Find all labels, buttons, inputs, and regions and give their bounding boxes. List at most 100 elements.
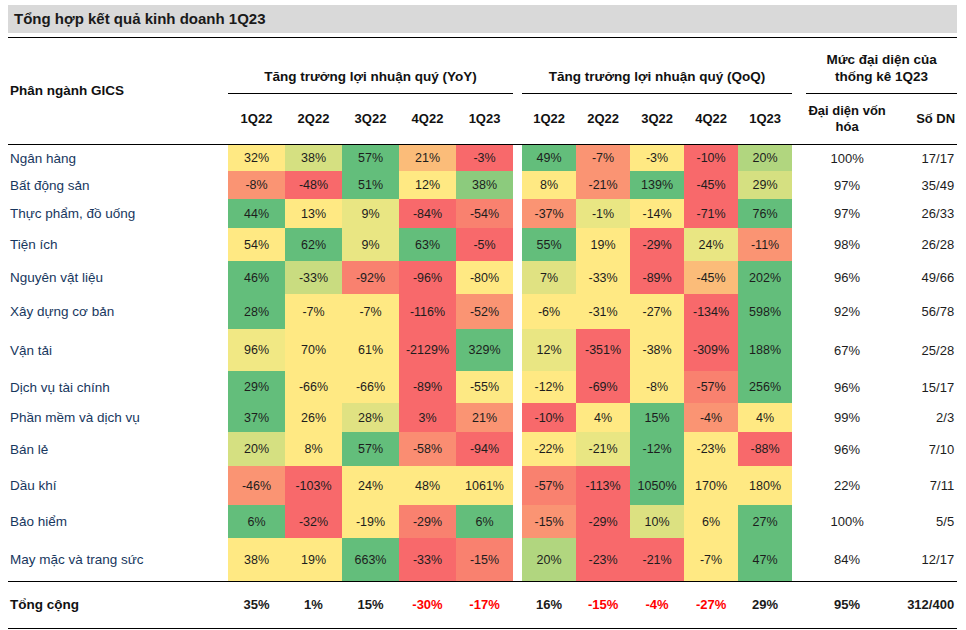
- dn-cell: 26/33: [888, 199, 957, 228]
- qoq-cell: -22%: [522, 432, 576, 466]
- total-qoq-cell: -15%: [576, 581, 630, 628]
- dn-cell: 56/78: [888, 294, 957, 329]
- yoy-cell: 46%: [228, 261, 285, 294]
- yoy-cell: 9%: [342, 228, 399, 261]
- yoy-cell: 28%: [342, 403, 399, 432]
- col-header-market-cap: Đại diện vốn hóa: [806, 93, 888, 144]
- gap-cell: [792, 199, 806, 228]
- rep-cell: 22%: [806, 466, 888, 505]
- report-page: Tổng hợp kết quả kinh doanh 1Q23 Phân ng…: [0, 0, 966, 630]
- group-header-row: Phân ngành GICS Tăng trưởng lợi nhuận qu…: [8, 38, 957, 93]
- gap-cell: [792, 505, 806, 538]
- qoq-cell: 180%: [738, 466, 792, 505]
- rep-cell: 96%: [806, 432, 888, 466]
- gap-cell: [792, 144, 806, 171]
- yoy-cell: 1061%: [456, 466, 513, 505]
- sector-label: Thực phẩm, đồ uống: [8, 199, 228, 228]
- col-header-qoq-1q23: 1Q23: [738, 93, 792, 144]
- yoy-cell: 28%: [228, 294, 285, 329]
- sector-label: Tiện ích: [8, 228, 228, 261]
- table-row: Dầu khí-46%-103%24%48%1061%-57%-113%1050…: [8, 466, 957, 505]
- sector-label: Vận tải: [8, 329, 228, 371]
- sector-label: Bảo hiểm: [8, 505, 228, 538]
- qoq-cell: -7%: [684, 538, 738, 581]
- dn-cell: 17/17: [888, 144, 957, 171]
- qoq-cell: 8%: [522, 171, 576, 199]
- gap-cell: [513, 403, 522, 432]
- yoy-cell: 61%: [342, 329, 399, 371]
- gap-cell: [792, 466, 806, 505]
- col-header-qoq-4q22: 4Q22: [684, 93, 738, 144]
- qoq-cell: 76%: [738, 199, 792, 228]
- yoy-cell: 37%: [228, 403, 285, 432]
- sector-label: Xây dựng cơ bản: [8, 294, 228, 329]
- total-label: Tổng cộng: [8, 581, 228, 628]
- yoy-cell: 21%: [399, 144, 456, 171]
- yoy-cell: -54%: [456, 199, 513, 228]
- yoy-cell: -92%: [342, 261, 399, 294]
- table-row: Nguyên vật liệu46%-33%-92%-96%-80%7%-33%…: [8, 261, 957, 294]
- yoy-cell: -15%: [456, 538, 513, 581]
- yoy-cell: -5%: [456, 228, 513, 261]
- rep-cell: 67%: [806, 329, 888, 371]
- yoy-cell: 70%: [285, 329, 342, 371]
- qoq-cell: 139%: [630, 171, 684, 199]
- yoy-cell: 26%: [285, 403, 342, 432]
- rep-cell: 97%: [806, 199, 888, 228]
- yoy-cell: -84%: [399, 199, 456, 228]
- total-yoy-cell: -30%: [399, 581, 456, 628]
- qoq-cell: 27%: [738, 505, 792, 538]
- qoq-cell: 15%: [630, 403, 684, 432]
- yoy-cell: 3%: [399, 403, 456, 432]
- col-header-yoy-3q22: 3Q22: [342, 93, 399, 144]
- yoy-cell: -58%: [399, 432, 456, 466]
- dn-cell: 49/66: [888, 261, 957, 294]
- table-row: Xây dựng cơ bản28%-7%-7%-116%-52%-6%-31%…: [8, 294, 957, 329]
- gap-cell: [513, 144, 522, 171]
- yoy-cell: -80%: [456, 261, 513, 294]
- yoy-cell: -19%: [342, 505, 399, 538]
- qoq-cell: -7%: [576, 144, 630, 171]
- total-yoy-cell: 35%: [228, 581, 285, 628]
- total-yoy-cell: 15%: [342, 581, 399, 628]
- qoq-cell: -27%: [630, 294, 684, 329]
- qoq-cell: 19%: [576, 228, 630, 261]
- qoq-cell: 20%: [738, 144, 792, 171]
- gap-cell: [792, 228, 806, 261]
- qoq-cell: -57%: [522, 466, 576, 505]
- qoq-cell: -23%: [576, 538, 630, 581]
- rep-cell: 100%: [806, 505, 888, 538]
- dn-cell: 26/28: [888, 228, 957, 261]
- yoy-cell: 329%: [456, 329, 513, 371]
- qoq-cell: -31%: [576, 294, 630, 329]
- total-rep-cell: 95%: [806, 581, 888, 628]
- col-header-qoq-1q22: 1Q22: [522, 93, 576, 144]
- gap-cell: [792, 581, 806, 628]
- yoy-cell: -2129%: [399, 329, 456, 371]
- qoq-cell: 256%: [738, 371, 792, 403]
- qoq-cell: -351%: [576, 329, 630, 371]
- yoy-cell: 57%: [342, 144, 399, 171]
- yoy-cell: 29%: [228, 371, 285, 403]
- yoy-cell: -66%: [285, 371, 342, 403]
- qoq-cell: -45%: [684, 171, 738, 199]
- qoq-cell: -8%: [630, 371, 684, 403]
- totals-row: Tổng cộng35%1%15%-30%-17%16%-15%-4%-27%2…: [8, 581, 957, 628]
- dn-cell: 2/3: [888, 403, 957, 432]
- yoy-cell: 24%: [342, 466, 399, 505]
- qoq-cell: 20%: [522, 538, 576, 581]
- rep-cell: 96%: [806, 371, 888, 403]
- qoq-cell: -10%: [522, 403, 576, 432]
- yoy-cell: 38%: [456, 171, 513, 199]
- sector-label: May mặc và trang sức: [8, 538, 228, 581]
- qoq-cell: -11%: [738, 228, 792, 261]
- qoq-cell: -89%: [630, 261, 684, 294]
- gap-cell: [513, 466, 522, 505]
- qoq-cell: -4%: [684, 403, 738, 432]
- col-header-qoq-2q22: 2Q22: [576, 93, 630, 144]
- total-qoq-cell: -27%: [684, 581, 738, 628]
- yoy-cell: 62%: [285, 228, 342, 261]
- page-title: Tổng hợp kết quả kinh doanh 1Q23: [8, 5, 957, 33]
- sector-label: Bán lẻ: [8, 432, 228, 466]
- row-header-label: Phân ngành GICS: [8, 38, 228, 144]
